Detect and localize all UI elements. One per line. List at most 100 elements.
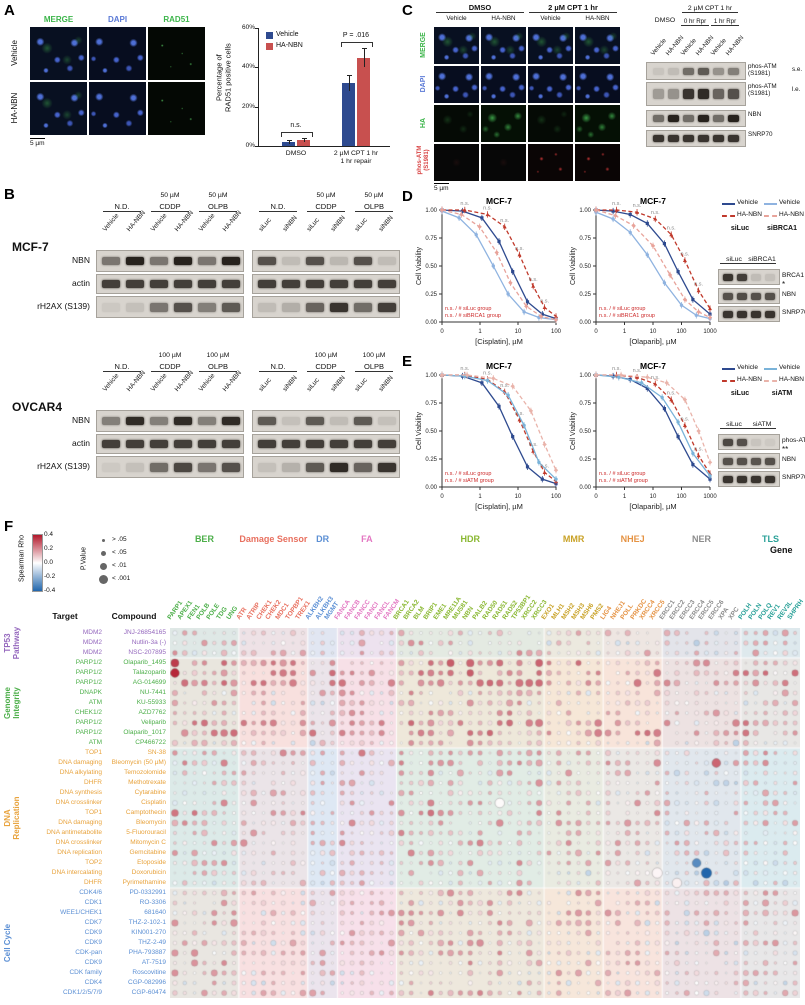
- band: [126, 462, 144, 472]
- micrograph-rad51-hanbn: [148, 82, 205, 135]
- repair-sub-header: 0 hr Rpr: [681, 18, 709, 26]
- band: [306, 257, 324, 265]
- band: [198, 257, 216, 265]
- x-category-label: DMSO: [285, 150, 307, 157]
- blot-strip: [718, 288, 780, 304]
- treatment-header: OLPB: [355, 202, 393, 212]
- lane-label: siLuc: [257, 216, 273, 233]
- legend-line: [722, 368, 735, 370]
- error-cap: [286, 140, 292, 142]
- band: [378, 280, 396, 288]
- micrograph-grid-c: [434, 27, 620, 181]
- target-label: PARP1/2: [75, 729, 102, 736]
- compound-label: RO-3306: [139, 899, 166, 906]
- band: [222, 417, 240, 425]
- band: [668, 89, 679, 99]
- error-bar: [288, 140, 290, 145]
- band: [354, 302, 372, 312]
- band: [378, 417, 396, 425]
- compound-label: Camptothecin: [125, 809, 166, 816]
- target-label: DNA crosslinker: [55, 839, 102, 846]
- band: [102, 280, 120, 288]
- dose-header: 100 µM: [362, 352, 386, 359]
- y-tick: [255, 146, 258, 147]
- lane-label: Vehicle: [149, 372, 169, 393]
- mic-merge-cpt-vehicle: [528, 27, 573, 64]
- lane-label: HA-NBN: [724, 34, 746, 57]
- band-label: NBN: [782, 456, 796, 463]
- pvalue-dot: [98, 574, 108, 584]
- pathway-label: Cell Cycle: [3, 923, 12, 963]
- band: [723, 310, 733, 318]
- band: [728, 135, 739, 142]
- blot-strip: [96, 456, 244, 478]
- band-label: BRCA1: [782, 272, 804, 279]
- band: [306, 440, 324, 448]
- lane-label: siNBN: [281, 374, 299, 393]
- band: [330, 302, 348, 312]
- bar: [282, 142, 295, 146]
- bar: [357, 57, 370, 146]
- band: [282, 257, 300, 265]
- dot-matrix: [170, 628, 800, 998]
- band: [751, 310, 761, 318]
- mic-sub-vehicle-1: Vehicle: [446, 15, 467, 22]
- group-header: siLuc: [720, 256, 748, 264]
- mic-merge-dmso-vehicle: [434, 27, 479, 64]
- colorbar-tick: -0.2: [44, 573, 56, 580]
- compound-label: CP466722: [135, 739, 166, 746]
- lane-label: siLuc: [353, 376, 369, 393]
- band: [378, 462, 396, 472]
- blot-strip: [718, 434, 780, 450]
- legend-entry-label: HA-NBN: [779, 211, 804, 218]
- target-label: CDK9: [84, 929, 102, 936]
- svg-text:1: 1: [623, 329, 627, 335]
- target-label: DNA crosslinker: [55, 799, 102, 806]
- compound-label: 681640: [144, 909, 166, 916]
- band: [198, 280, 216, 288]
- svg-text:0: 0: [594, 494, 598, 500]
- band: [683, 89, 694, 99]
- band: [102, 417, 120, 425]
- micrograph-merge-hanbn: [30, 82, 87, 135]
- svg-text:n.s.: n.s.: [680, 416, 689, 422]
- svg-text:1.00: 1.00: [425, 373, 437, 379]
- mic-ha-cpt-vehicle: [528, 105, 573, 142]
- lane-label: siLuc: [305, 376, 321, 393]
- pvalue-dot: [100, 550, 106, 556]
- gene-group-header: FA: [361, 534, 373, 544]
- legend-d: Vehicle HA-NBN siLuc Vehicle HA-NBN siBRCA1: [720, 196, 804, 250]
- band: [683, 67, 694, 75]
- target-label: TOP1: [85, 749, 102, 756]
- band-label-actin-2: actin: [72, 438, 90, 448]
- band: [150, 417, 168, 425]
- lane-label: siLuc: [257, 376, 273, 393]
- band: [150, 440, 168, 448]
- target-label: DNA alkylating: [59, 769, 102, 776]
- legend-e: Vehicle HA-NBN siLuc Vehicle HA-NBN siATM: [720, 361, 804, 415]
- mic-col-rad51: RAD51: [163, 15, 190, 24]
- svg-text:n.s.: n.s.: [540, 463, 549, 469]
- pvalue-label: < .01: [112, 562, 127, 569]
- target-label: CDK9: [84, 959, 102, 966]
- band: [174, 462, 192, 472]
- target-label: CDK family: [69, 969, 102, 976]
- compound-label: Veliparib: [141, 719, 166, 726]
- svg-text:n.s.: n.s.: [651, 210, 660, 216]
- target-label: PARP1/2: [75, 669, 102, 676]
- band: [222, 302, 240, 312]
- lane-label: siNBN: [329, 374, 347, 393]
- x-axis: [258, 146, 390, 147]
- lane-label: Vehicle: [649, 37, 668, 57]
- group-header: siBRCA1: [748, 256, 776, 264]
- rad51-bar-chart: Percentage of RAD51 positive cells 0% 20% 4…: [210, 6, 400, 178]
- pvalue-label: < .001: [112, 575, 131, 582]
- band: [354, 440, 372, 448]
- band: [126, 417, 144, 425]
- compound-label: AT-7519: [141, 959, 166, 966]
- compound-label: SN-38: [147, 749, 166, 756]
- compound-label: CGP-082996: [128, 979, 166, 986]
- band-label-rh2ax-2: rH2AX (S139): [37, 461, 90, 471]
- svg-text:n.s.: n.s.: [633, 203, 642, 209]
- svg-text:10: 10: [650, 494, 657, 500]
